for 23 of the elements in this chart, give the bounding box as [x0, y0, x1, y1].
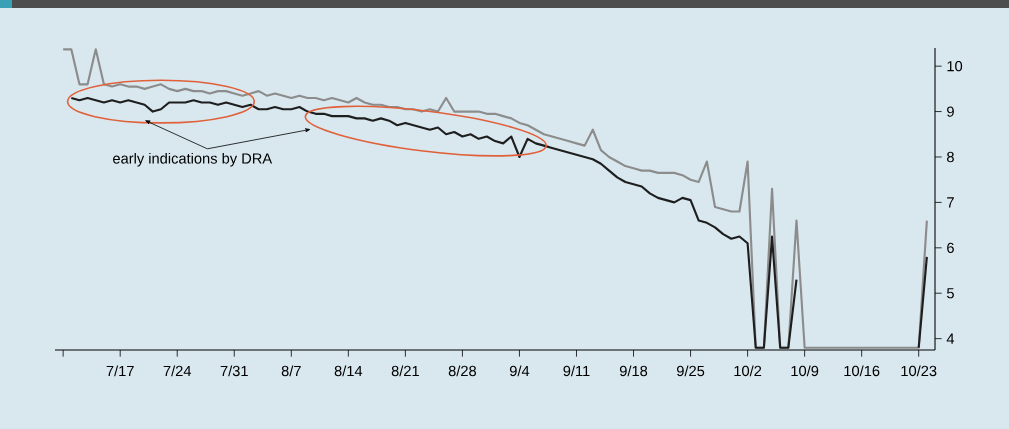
x-tick-label: 8/7	[281, 365, 301, 377]
x-tick-label: 7/31	[220, 365, 248, 377]
x-tick-label: 9/18	[619, 365, 648, 377]
y-tick-label: 5	[946, 288, 954, 299]
x-tick-label: 10/16	[844, 365, 880, 377]
y-tick-label: 8	[947, 151, 954, 163]
y-tick-label: 10	[947, 60, 963, 72]
x-tick-label: 8/21	[391, 365, 419, 377]
x-tick-label: 10/23	[901, 365, 937, 377]
x-tick-label: 7/24	[163, 365, 192, 377]
x-tick-label: 8/28	[448, 365, 477, 377]
x-tick-label: 9/11	[563, 365, 590, 377]
y-tick-label: 6	[947, 242, 954, 254]
x-tick-label: 9/25	[676, 365, 705, 377]
y-tick-label: 7	[947, 197, 954, 208]
x-tick-label: 7/17	[106, 365, 134, 377]
x-tick-label: 8/14	[334, 365, 363, 377]
x-tick-label: 10/2	[734, 365, 762, 377]
x-tick-label: 10/9	[791, 365, 819, 377]
y-tick-label: 4	[946, 333, 955, 344]
x-tick-label: 9/4	[509, 365, 530, 377]
y-tick-label: 9	[947, 106, 954, 117]
annotation: early indications by DRA	[113, 152, 273, 167]
